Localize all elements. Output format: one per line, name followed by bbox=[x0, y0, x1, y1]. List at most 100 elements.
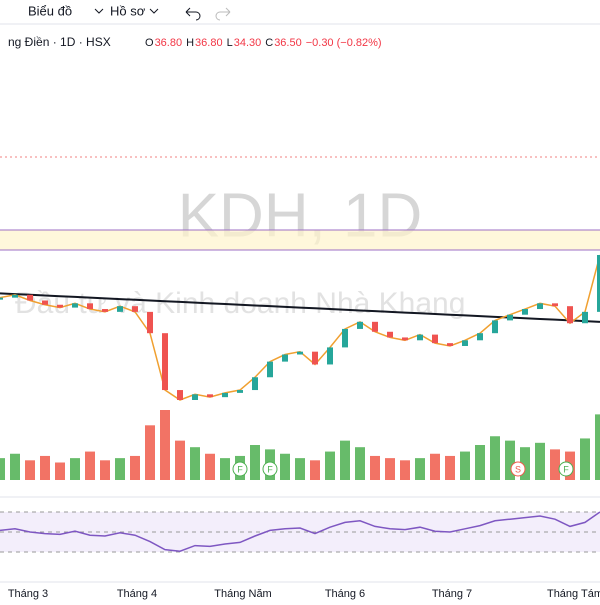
candle bbox=[117, 306, 123, 312]
volume-bar bbox=[595, 414, 600, 480]
event-marker bbox=[262, 461, 278, 477]
candle bbox=[447, 343, 453, 346]
volume-bar bbox=[370, 455, 380, 480]
ohlc-value: 34.30 bbox=[234, 37, 262, 49]
volume-bar bbox=[505, 440, 515, 480]
candle bbox=[537, 303, 543, 310]
volume-bar bbox=[475, 445, 485, 480]
volume-bar bbox=[325, 451, 335, 480]
event-marker bbox=[558, 461, 574, 477]
volume-bar bbox=[445, 455, 455, 480]
volume-bar bbox=[40, 455, 50, 480]
volume-bar bbox=[355, 447, 365, 480]
candle bbox=[432, 334, 438, 344]
volume-bar bbox=[385, 458, 395, 480]
x-axis-label: Tháng Tám bbox=[547, 588, 600, 600]
candle bbox=[87, 303, 93, 310]
candle bbox=[342, 328, 348, 348]
volume-bar bbox=[100, 460, 110, 480]
event-label: S bbox=[515, 464, 521, 474]
volume-bar bbox=[175, 440, 185, 480]
chevron bbox=[94, 8, 104, 14]
candle bbox=[387, 331, 393, 338]
volume-bar bbox=[295, 458, 305, 480]
volume-bar bbox=[10, 453, 20, 480]
ohlc: O 36.80 H 36.80 L 34.30 C 36.50 −0.30 (−0.82%) bbox=[145, 37, 382, 49]
volume-bar bbox=[250, 445, 260, 480]
candle bbox=[312, 351, 318, 365]
candle bbox=[552, 303, 558, 307]
volume-bar bbox=[535, 442, 545, 480]
volume-bar bbox=[520, 447, 530, 480]
event-marker bbox=[232, 461, 248, 477]
volume-bar bbox=[415, 458, 425, 480]
candle bbox=[0, 297, 3, 300]
ohlc-label: L bbox=[227, 37, 233, 49]
volume-bar bbox=[310, 460, 320, 480]
candle bbox=[477, 333, 483, 341]
candle bbox=[102, 309, 108, 312]
candle bbox=[282, 354, 288, 362]
undo[interactable] bbox=[185, 7, 201, 21]
zone bbox=[0, 230, 600, 250]
candle bbox=[597, 255, 600, 312]
volume-bar bbox=[430, 453, 440, 480]
ohlc-label: H bbox=[186, 37, 194, 49]
candle bbox=[357, 321, 363, 329]
candle bbox=[132, 306, 138, 312]
candle bbox=[42, 300, 48, 305]
toolbar bbox=[0, 0, 600, 24]
candle bbox=[507, 314, 513, 321]
event-label: F bbox=[237, 464, 243, 474]
candle bbox=[162, 333, 168, 391]
volume-bar bbox=[190, 447, 200, 480]
candle bbox=[462, 340, 468, 346]
chart-menu[interactable]: Biểu đồ bbox=[28, 3, 72, 18]
candle bbox=[417, 334, 423, 341]
volume-bar bbox=[280, 453, 290, 480]
ohlc-label: O bbox=[145, 37, 154, 49]
candle bbox=[57, 304, 63, 308]
ohlc-value: 36.80 bbox=[195, 37, 223, 49]
candle bbox=[582, 311, 588, 324]
volume-bar bbox=[205, 453, 215, 480]
volume-bar bbox=[400, 460, 410, 480]
candle bbox=[567, 306, 573, 324]
x-axis-label: Tháng Năm bbox=[214, 588, 271, 600]
ohlc-label: C bbox=[265, 37, 273, 49]
symbol: ng Điền · 1D · HSX bbox=[8, 35, 111, 49]
volume-bar bbox=[160, 410, 170, 480]
redo[interactable] bbox=[215, 7, 231, 21]
volume-bar bbox=[70, 458, 80, 480]
volume-bar bbox=[490, 436, 500, 480]
volume-bar bbox=[0, 458, 5, 480]
price-line bbox=[0, 254, 600, 401]
event-label: F bbox=[267, 464, 273, 474]
watermark-company: Đầu tư và Kinh doanh Nhà Khang bbox=[15, 287, 465, 320]
x-axis-label: Tháng 3 bbox=[8, 588, 48, 600]
volume-bar bbox=[460, 451, 470, 480]
chevron bbox=[149, 8, 159, 14]
rsi-line bbox=[0, 511, 600, 552]
volume-bar bbox=[85, 451, 95, 480]
profile-menu[interactable]: Hồ sơ bbox=[110, 3, 146, 18]
candle bbox=[267, 361, 273, 378]
event-marker bbox=[510, 461, 526, 477]
volume-bar bbox=[340, 440, 350, 480]
candle bbox=[327, 347, 333, 365]
candle bbox=[12, 294, 18, 298]
volume-bar bbox=[25, 460, 35, 480]
candle bbox=[222, 392, 228, 398]
candle bbox=[297, 351, 303, 355]
event-label: F bbox=[563, 464, 569, 474]
candle bbox=[192, 394, 198, 400]
volume-bar bbox=[220, 458, 230, 480]
change: −0.30 (−0.82%) bbox=[306, 37, 382, 49]
volume-bar bbox=[130, 455, 140, 480]
candle bbox=[402, 337, 408, 341]
candle bbox=[237, 390, 243, 393]
candle bbox=[177, 390, 183, 400]
candle bbox=[252, 377, 258, 391]
